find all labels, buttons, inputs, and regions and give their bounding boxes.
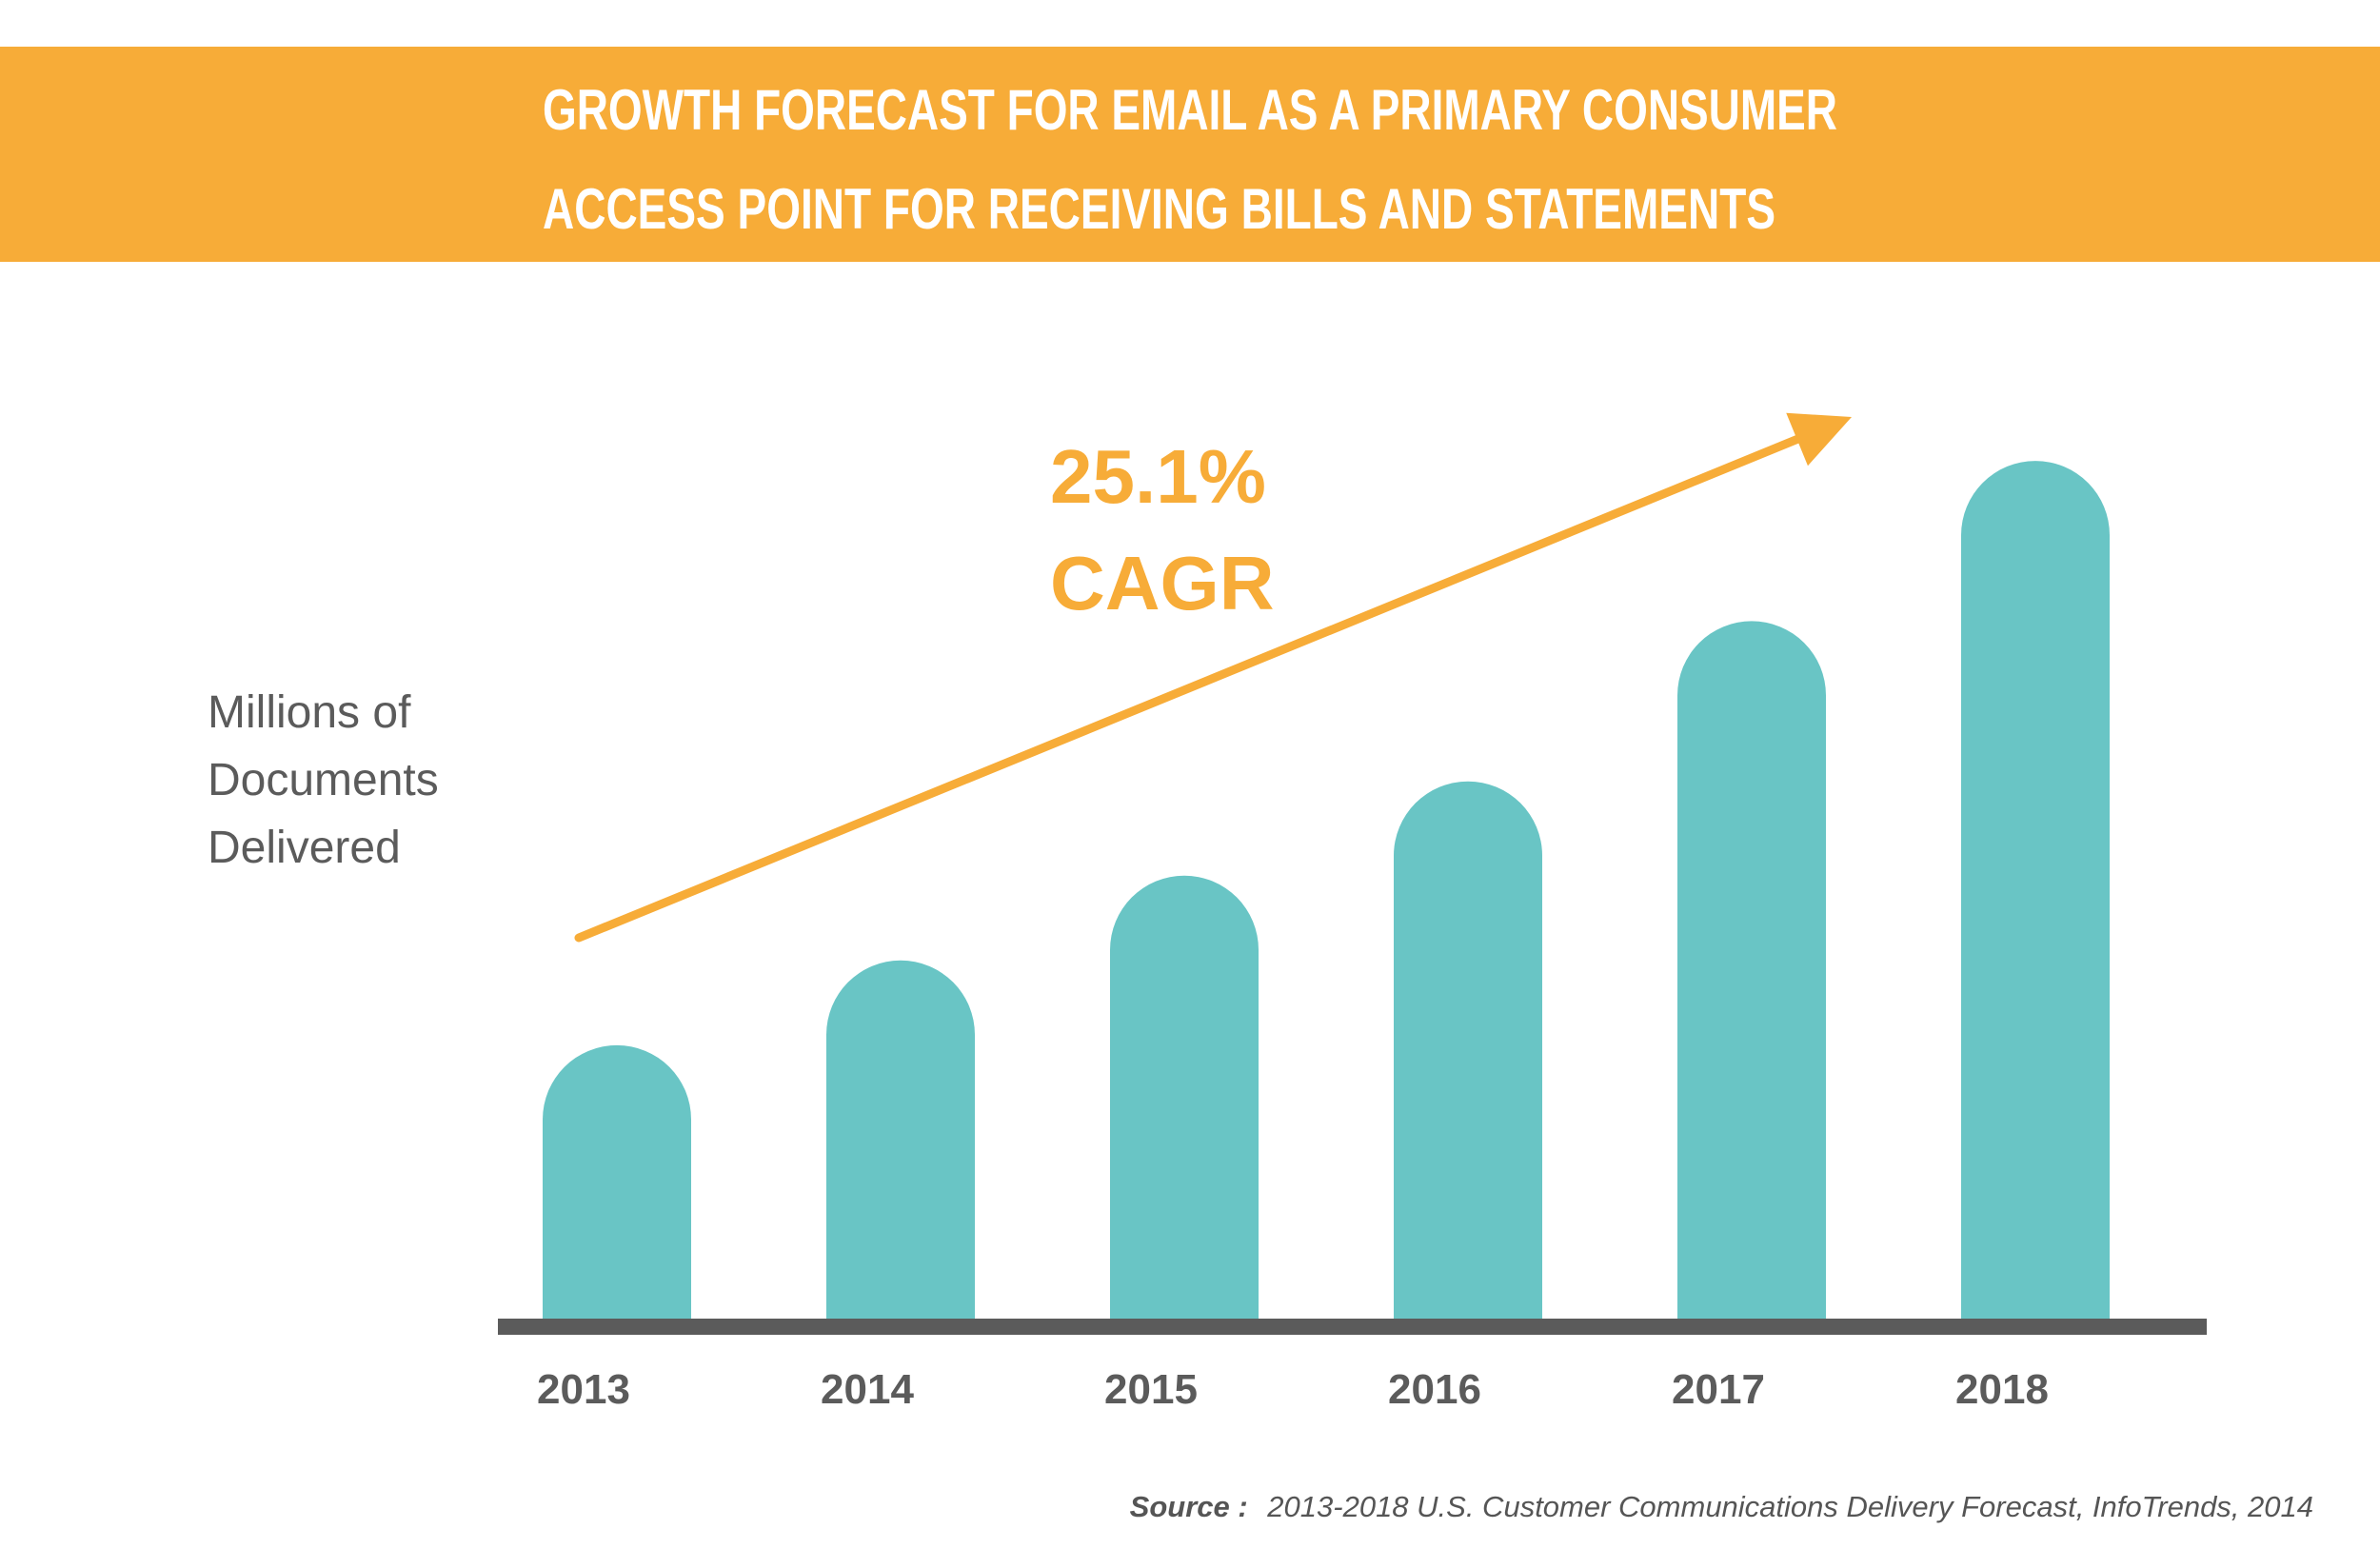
x-tick-label-2016: 2016 bbox=[1388, 1366, 1481, 1413]
chart-title-line-2: ACCESS POINT FOR RECEIVING BILLS AND STA… bbox=[543, 177, 1775, 241]
y-axis-label-line-2: Documents bbox=[208, 755, 439, 805]
bar-2014 bbox=[826, 960, 975, 1319]
x-tick-labels: 2013 2014 2015 2016 2017 2018 bbox=[537, 1366, 2049, 1413]
trend-arrow-head bbox=[1786, 412, 1852, 467]
y-axis-label-line-1: Millions of bbox=[208, 687, 411, 738]
trend-arrow-shaft bbox=[574, 433, 1806, 943]
source-label: Source : bbox=[1130, 1490, 1248, 1523]
x-axis-line bbox=[498, 1319, 2207, 1335]
title-banner bbox=[0, 47, 2380, 262]
y-axis-label: Millions of Documents Delivered bbox=[208, 687, 439, 873]
bars bbox=[543, 461, 2110, 1319]
x-tick-label-2015: 2015 bbox=[1104, 1366, 1198, 1413]
annotation-line-1: 25.1% bbox=[1050, 434, 1266, 519]
x-tick-label-2017: 2017 bbox=[1672, 1366, 1765, 1413]
y-axis-label-line-3: Delivered bbox=[208, 823, 401, 873]
bar-2017 bbox=[1677, 621, 1826, 1319]
bar-2015 bbox=[1110, 875, 1259, 1319]
bar-2013 bbox=[543, 1044, 691, 1319]
annotation-line-2: CAGR bbox=[1050, 541, 1275, 626]
x-tick-label-2018: 2018 bbox=[1955, 1366, 2049, 1413]
source-citation: Source : 2013-2018 U.S. Customer Communi… bbox=[1130, 1490, 2313, 1523]
chart-title-line-1: GROWTH FORECAST FOR EMAIL AS A PRIMARY C… bbox=[543, 78, 1837, 142]
trend-arrow bbox=[574, 412, 1852, 943]
source-text: 2013-2018 U.S. Customer Communications D… bbox=[1266, 1490, 2313, 1523]
x-tick-label-2014: 2014 bbox=[821, 1366, 914, 1413]
cagr-annotation: 25.1% CAGR bbox=[1050, 434, 1275, 626]
bar-2018 bbox=[1961, 461, 2110, 1319]
bar-2016 bbox=[1394, 781, 1542, 1319]
x-tick-label-2013: 2013 bbox=[537, 1366, 630, 1413]
